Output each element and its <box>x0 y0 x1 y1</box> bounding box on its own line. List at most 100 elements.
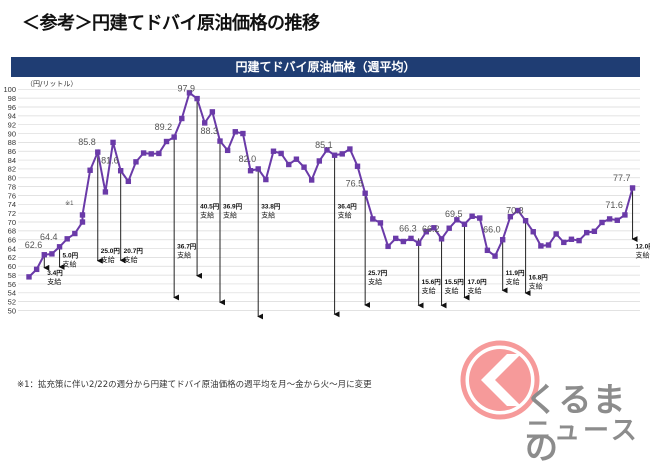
data-point <box>278 150 284 157</box>
data-point <box>362 190 368 196</box>
subsidy-text-label: 支給 <box>223 211 237 220</box>
subsidy-amount-label: 15.5円 <box>445 278 465 286</box>
y-tick-label: 60 <box>8 262 16 271</box>
y-tick-label: 66 <box>8 236 16 245</box>
data-point <box>125 178 132 185</box>
data-point <box>477 215 483 221</box>
subsidy-amount-label: 17.0円 <box>467 278 487 286</box>
data-point <box>606 216 613 222</box>
data-point <box>438 236 445 242</box>
subsidy-text-label: 支給 <box>63 259 77 268</box>
data-point <box>339 151 345 157</box>
subsidy-text-label: 支給 <box>467 286 481 295</box>
subsidy-amount-label: 20.7円 <box>124 247 144 255</box>
subsidy-amount-label: 12.0円 <box>636 243 650 251</box>
y-tick-label: 58 <box>8 271 16 280</box>
data-point <box>87 167 93 173</box>
subsidy-amount-label: 16.8円 <box>529 274 549 282</box>
data-point <box>148 151 154 157</box>
y-tick-label: 92 <box>8 120 16 129</box>
value-label: 81.6 <box>101 156 119 166</box>
subsidy-amount-label: 40.5円 <box>200 203 220 211</box>
data-point <box>393 235 399 242</box>
data-point <box>56 244 63 250</box>
y-tick-label: 94 <box>8 112 16 121</box>
y-tick-label: 78 <box>8 182 16 191</box>
value-label: 76.5 <box>346 178 364 188</box>
subsidy-text-label: 支給 <box>636 251 650 260</box>
data-point <box>171 134 177 140</box>
subsidy-amount-label: 15.6円 <box>422 278 442 286</box>
subsidy-text-label: 支給 <box>422 286 436 295</box>
value-label: 64.4 <box>40 232 58 242</box>
data-point <box>561 239 567 246</box>
data-point <box>194 95 200 102</box>
value-label: 62.6 <box>25 240 43 250</box>
logo-text-line2: ニュース <box>525 416 640 446</box>
y-axis-label: （円/リットル） <box>26 80 78 88</box>
data-point <box>354 163 361 169</box>
data-point <box>377 220 384 226</box>
data-point <box>415 240 422 246</box>
page-title: ＜参考＞円建てドバイ原油価格の推移 <box>22 13 320 34</box>
y-tick-label: 80 <box>8 174 16 183</box>
data-point <box>454 217 460 223</box>
value-label: 97.9 <box>178 84 196 94</box>
data-point <box>33 266 40 273</box>
y-tick-label: 54 <box>8 289 16 298</box>
data-point <box>370 216 376 222</box>
subsidy-amount-label: 33.8円 <box>261 203 281 211</box>
value-label: 77.7 <box>613 173 631 183</box>
subsidy-text-label: 支給 <box>338 211 352 220</box>
data-point <box>538 243 544 249</box>
data-point <box>179 115 185 122</box>
subsidy-text-label: 支給 <box>124 255 138 264</box>
y-tick-label: 100 <box>3 85 16 94</box>
data-point <box>408 235 414 242</box>
data-point <box>79 219 86 225</box>
subsidy-amount-label: 5.0円 <box>63 251 79 259</box>
data-point <box>102 189 109 195</box>
data-point <box>247 168 254 174</box>
kurumano-news-logo: くるまの ニュース <box>455 340 650 467</box>
value-label: 85.8 <box>78 137 96 147</box>
value-label: 85.1 <box>315 140 333 150</box>
data-point <box>530 229 536 235</box>
y-tick-label: 88 <box>8 138 16 147</box>
data-point <box>49 251 55 257</box>
y-tick-label: 74 <box>8 200 16 209</box>
subsidy-text-label: 支給 <box>47 277 61 286</box>
data-point <box>301 164 307 170</box>
y-tick-label: 56 <box>8 280 16 289</box>
value-label: 71.6 <box>605 200 623 210</box>
logo-mark-icon <box>460 340 540 420</box>
value-label: 70.3 <box>506 206 524 216</box>
value-label: 66.2 <box>422 224 440 234</box>
y-tick-label: 70 <box>8 218 16 227</box>
line-chart: 5052545658606264666870727476788082848688… <box>3 84 650 320</box>
data-point <box>522 217 529 224</box>
data-point <box>553 231 559 237</box>
data-point <box>224 147 231 154</box>
data-point <box>629 185 636 191</box>
y-tick-label: 96 <box>8 103 16 112</box>
subsidy-amount-label: 36.4円 <box>338 203 358 211</box>
data-point <box>324 147 330 153</box>
data-point <box>599 219 605 226</box>
data-point <box>385 243 391 250</box>
data-point <box>622 212 628 218</box>
data-point <box>263 176 269 183</box>
data-point <box>446 225 452 231</box>
data-point <box>202 120 208 126</box>
data-point <box>41 252 47 258</box>
data-point <box>217 138 223 144</box>
data-point <box>232 129 238 135</box>
data-point <box>110 139 116 146</box>
subsidy-amount-label: 11.9円 <box>506 269 525 277</box>
data-point <box>431 225 437 231</box>
subsidy-amount-label: 3.4円 <box>47 269 63 277</box>
value-label: 66.0 <box>483 225 501 235</box>
subsidy-amount-label: 36.7円 <box>177 243 197 251</box>
data-point <box>484 247 491 254</box>
data-point <box>591 228 598 235</box>
